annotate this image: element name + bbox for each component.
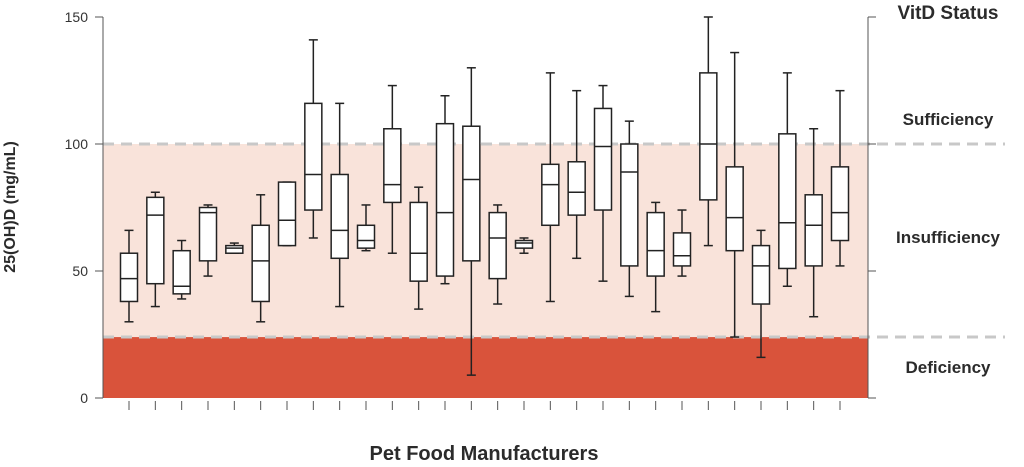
- box-23: [699, 16, 718, 247]
- box-4: [198, 204, 218, 277]
- box-11: [383, 84, 402, 254]
- y-ticks: 0 50 100 150: [65, 9, 876, 406]
- box-iqr: [435, 122, 455, 277]
- y-tick-label: 150: [65, 9, 89, 25]
- x-ticks: [128, 401, 841, 410]
- box-5: [225, 242, 244, 254]
- box-14: [462, 67, 481, 376]
- status-title: VitD Status: [897, 3, 998, 24]
- box-9: [330, 102, 349, 308]
- box-15: [488, 204, 507, 305]
- box-iqr: [620, 143, 639, 267]
- box-24: [725, 51, 744, 338]
- box-22: [672, 209, 692, 277]
- box-20: [620, 120, 639, 298]
- box-iqr: [567, 161, 586, 216]
- box-iqr: [672, 232, 692, 267]
- box-iqr: [172, 249, 191, 295]
- status-label-deficiency: Deficiency: [905, 358, 991, 377]
- box-iqr: [409, 201, 428, 282]
- box-10: [356, 204, 376, 252]
- box-6: [251, 194, 270, 323]
- box-iqr: [383, 128, 402, 204]
- box-iqr: [330, 173, 349, 260]
- box-1: [119, 229, 139, 323]
- box-iqr: [198, 206, 218, 262]
- box-16: [514, 237, 534, 254]
- status-label-sufficiency: Sufficiency: [903, 110, 994, 129]
- box-iqr: [462, 125, 481, 262]
- boxes: [119, 16, 850, 376]
- y-tick-label: 100: [65, 136, 89, 152]
- box-iqr: [356, 224, 376, 249]
- box-19: [593, 84, 613, 282]
- box-17: [541, 72, 560, 303]
- box-3: [172, 239, 191, 300]
- box-iqr: [225, 244, 244, 254]
- box-iqr: [146, 196, 165, 285]
- box-21: [646, 201, 665, 313]
- zone-deficiency: [103, 337, 868, 398]
- threshold-lines: [103, 142, 1005, 339]
- box-iqr: [778, 133, 797, 270]
- box-18: [567, 89, 586, 260]
- box-iqr: [593, 107, 613, 211]
- box-7: [277, 181, 297, 247]
- box-iqr: [751, 244, 771, 305]
- box-25: [751, 229, 771, 359]
- box-iqr: [119, 252, 139, 303]
- box-13: [435, 94, 455, 285]
- status-label-insufficiency: Insufficiency: [896, 228, 1000, 247]
- y-tick-label: 0: [80, 390, 88, 406]
- box-iqr: [699, 72, 718, 201]
- zone-insufficiency: [103, 144, 868, 338]
- box-26: [778, 72, 797, 287]
- box-iqr: [804, 194, 823, 267]
- box-8: [304, 39, 323, 239]
- box-iqr: [541, 163, 560, 227]
- status-labels: Deficiency Insufficiency Sufficiency: [896, 110, 1000, 377]
- box-iqr: [646, 211, 665, 277]
- y-tick-label: 50: [72, 263, 88, 279]
- box-iqr: [488, 211, 507, 280]
- box-iqr: [251, 224, 270, 303]
- x-axis-title: Pet Food Manufacturers: [370, 443, 599, 465]
- box-iqr: [304, 102, 323, 211]
- box-27: [804, 128, 823, 318]
- y-axis-title: 25(OH)D (mg/mL): [2, 141, 19, 273]
- box-28: [830, 89, 850, 267]
- axes: [102, 17, 869, 398]
- box-iqr: [277, 181, 297, 247]
- box-2: [146, 191, 165, 308]
- box-iqr: [514, 239, 534, 249]
- box-iqr: [830, 166, 850, 242]
- box-12: [409, 186, 428, 310]
- box-iqr: [725, 166, 744, 252]
